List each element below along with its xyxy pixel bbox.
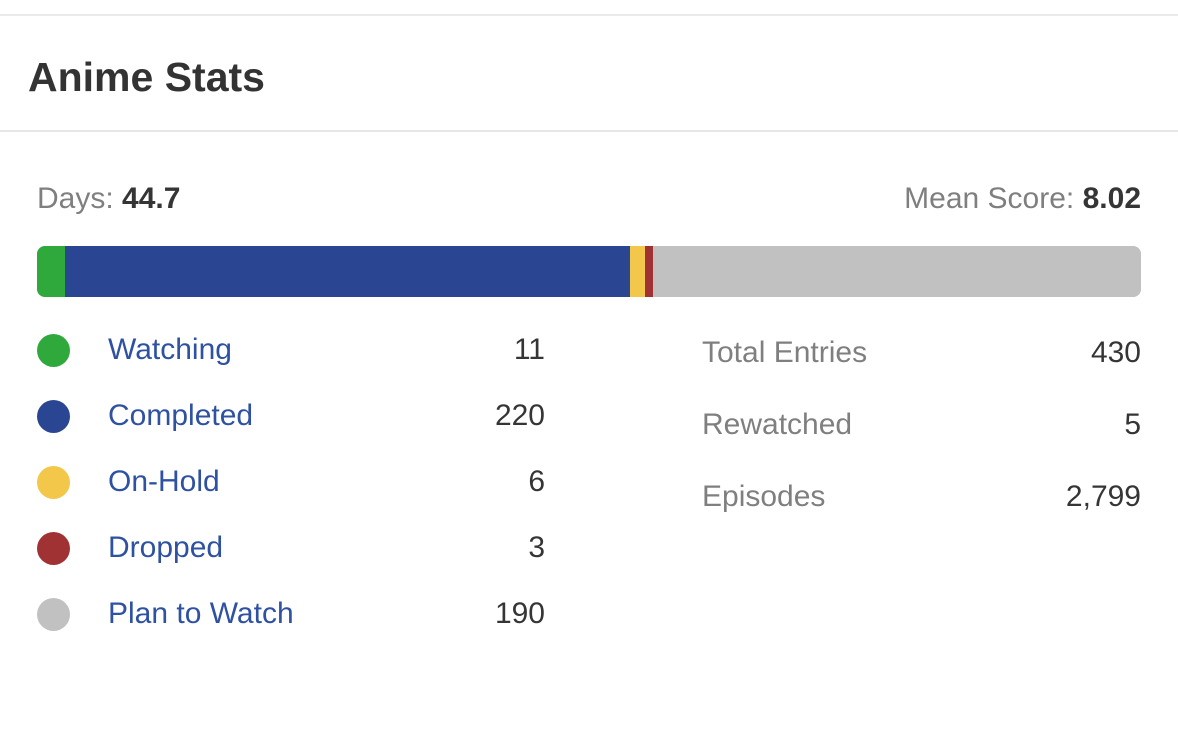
watching-link[interactable]: Watching	[108, 333, 232, 366]
stat-row-rewatched: Rewatched 5	[702, 389, 1141, 461]
top-divider	[0, 14, 1178, 16]
watching-dot-icon	[37, 333, 70, 367]
completed-link[interactable]: Completed	[108, 399, 254, 432]
dropped-link[interactable]: Dropped	[108, 531, 224, 564]
totals-column: Total Entries 430 Rewatched 5 Episodes 2…	[702, 317, 1141, 647]
plan-to-watch-dot-icon	[37, 597, 70, 631]
stat-row-total-entries: Total Entries 430	[702, 317, 1141, 389]
bar-segment-dropped[interactable]	[645, 246, 654, 297]
detail-columns: Watching 11 Completed 220 On-Hold 6 Drop…	[37, 317, 1141, 647]
episodes-value: 2,799	[1065, 480, 1141, 513]
legend-row-watching: Watching 11	[37, 317, 545, 383]
on-hold-count: 6	[528, 465, 545, 498]
total-entries-label: Total Entries	[702, 336, 868, 369]
episodes-label: Episodes	[702, 480, 826, 513]
anime-stats-panel: Days: 44.7 Mean Score: 8.02 Watching 11 …	[0, 182, 1178, 647]
heading-divider	[0, 130, 1178, 132]
days-label: Days:	[37, 182, 114, 215]
legend-row-plan-to-watch: Plan to Watch 190	[37, 581, 545, 647]
on-hold-link[interactable]: On-Hold	[108, 465, 220, 498]
rewatched-label: Rewatched	[702, 408, 853, 441]
dropped-dot-icon	[37, 531, 70, 565]
legend-row-completed: Completed 220	[37, 383, 545, 449]
bar-segment-plan-to-watch[interactable]	[653, 246, 1141, 297]
mean-score-label: Mean Score:	[904, 182, 1075, 215]
days-stat: Days: 44.7	[37, 182, 180, 216]
days-value: 44.7	[122, 182, 181, 215]
status-stacked-bar	[37, 246, 1141, 297]
status-legend: Watching 11 Completed 220 On-Hold 6 Drop…	[37, 317, 545, 647]
bar-segment-watching[interactable]	[37, 246, 66, 297]
bar-segment-completed[interactable]	[65, 246, 631, 297]
rewatched-value: 5	[1124, 408, 1141, 441]
plan-to-watch-count: 190	[494, 597, 545, 630]
mean-score-stat: Mean Score: 8.02	[904, 182, 1141, 216]
stat-row-episodes: Episodes 2,799	[702, 461, 1141, 533]
legend-row-dropped: Dropped 3	[37, 515, 545, 581]
plan-to-watch-link[interactable]: Plan to Watch	[108, 597, 294, 630]
bar-segment-on-hold[interactable]	[630, 246, 646, 297]
watching-count: 11	[513, 333, 545, 366]
total-entries-value: 430	[1090, 336, 1141, 369]
legend-row-on-hold: On-Hold 6	[37, 449, 545, 515]
dropped-count: 3	[528, 531, 545, 564]
mean-score-value: 8.02	[1082, 182, 1141, 215]
summary-row: Days: 44.7 Mean Score: 8.02	[37, 182, 1141, 216]
on-hold-dot-icon	[37, 465, 70, 499]
completed-dot-icon	[37, 399, 70, 433]
completed-count: 220	[494, 399, 545, 432]
page-title: Anime Stats	[28, 54, 265, 100]
